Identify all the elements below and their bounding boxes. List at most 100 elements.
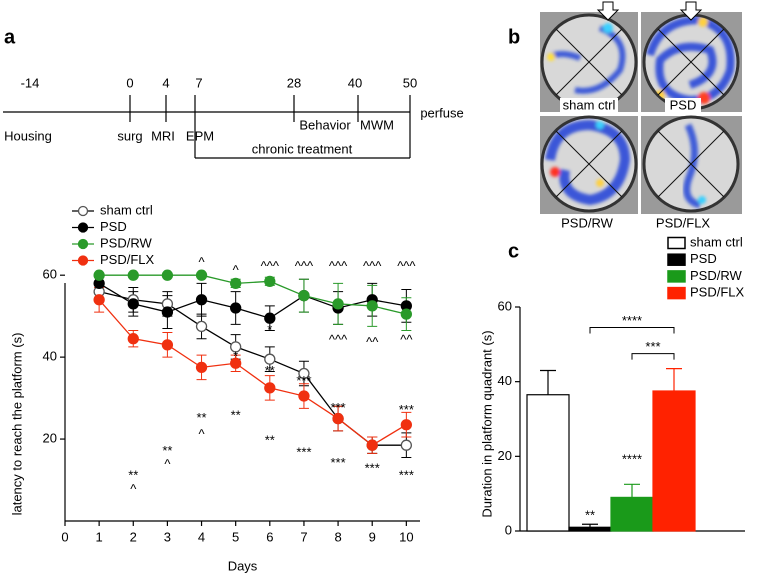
legend-label: PSD/FLX [100, 252, 155, 267]
label-bg [560, 98, 618, 112]
legend-marker [77, 238, 89, 250]
significance-label: ^^ [366, 335, 379, 350]
data-point [366, 439, 378, 451]
panel-label: a [4, 26, 16, 48]
bar [652, 390, 696, 532]
panel-label: b [508, 26, 520, 48]
legend-label: PSD/RW [690, 268, 742, 283]
timeline-event: surg [117, 128, 142, 143]
data-point [230, 302, 242, 314]
platform-arrow [596, 1, 620, 21]
legend-label: PSD/RW [100, 235, 152, 250]
x-tick-label: 3 [164, 529, 171, 544]
error-bar [624, 483, 640, 498]
heat-trace [683, 123, 706, 209]
significance-label: ** [585, 508, 595, 523]
heat-trace [545, 119, 631, 206]
significance-label: ^^^ [261, 258, 280, 273]
timeline: -14 0 4 7 28 40 50 Housing surg MRI EPM … [3, 75, 464, 159]
data-point [230, 357, 242, 369]
timeline-event: MRI [151, 128, 175, 143]
y-tick-label: 0 [505, 522, 512, 537]
significance-label: **** [622, 452, 642, 467]
bar [526, 394, 570, 532]
data-point [93, 269, 105, 281]
x-tick-label: 8 [334, 529, 341, 544]
significance-label: ^ [198, 426, 205, 441]
significance-label: ** [265, 433, 275, 448]
data-point [400, 419, 412, 431]
data-point [195, 269, 208, 281]
series-line [98, 299, 407, 446]
heatmap-label: PSD/FLX [656, 215, 711, 230]
legend-label: PSD [100, 219, 127, 234]
timeline-event: EPM [186, 128, 214, 143]
x-tick-label: 4 [198, 529, 205, 544]
timeline-label: 7 [195, 75, 202, 90]
significance-label: ** [162, 443, 172, 458]
panel-label: c [508, 240, 519, 262]
data-point [230, 277, 242, 290]
x-tick-label: 2 [130, 529, 137, 544]
label-bg [665, 98, 701, 112]
significance-label: *** [296, 373, 311, 388]
data-point [230, 341, 242, 353]
significance-label: *** [645, 339, 660, 354]
data-point [195, 320, 208, 333]
heatmap-label: sham ctrl [563, 97, 616, 112]
significance-label: ** [196, 410, 206, 425]
y-tick-label: 40 [498, 373, 512, 388]
y-tick-label: 20 [43, 431, 57, 446]
x-tick-label: 5 [232, 529, 239, 544]
data-point [264, 312, 276, 324]
significance-label: ^^^ [329, 258, 348, 273]
error-bar [666, 368, 682, 391]
significance-label: ^^^ [363, 258, 382, 273]
x-tick-label: 0 [61, 529, 68, 544]
data-point [400, 308, 412, 320]
timeline-event: MWM [360, 117, 394, 132]
timeline-label: 50 [403, 75, 417, 90]
data-point [93, 294, 105, 306]
timeline-label: -14 [21, 75, 40, 90]
treatment-label: chronic treatment [252, 141, 353, 156]
significance-label: ^^^ [295, 258, 314, 273]
series-line [99, 274, 407, 315]
data-point [127, 333, 139, 345]
y-tick-label: 20 [498, 448, 512, 463]
x-tick-label: 9 [369, 529, 376, 544]
data-point [332, 298, 344, 310]
data-point [195, 294, 208, 306]
significance-label: * [267, 322, 272, 337]
significance-label: ^ [198, 254, 205, 269]
significance-label: ** [128, 467, 138, 482]
timeline-label: 4 [162, 75, 169, 90]
legend-label: sham ctrl [690, 234, 743, 249]
legend-marker [77, 255, 89, 266]
significance-label: *** [365, 460, 380, 475]
series-line [98, 282, 407, 319]
significance-label: ** [231, 408, 241, 423]
data-point [264, 275, 276, 287]
significance-label: *** [330, 400, 345, 415]
data-point [127, 269, 139, 281]
timeline-event: Housing [4, 128, 52, 143]
quadrant-lines [555, 28, 725, 198]
comparison-bracket [631, 353, 675, 360]
legend-marker [77, 205, 89, 217]
significance-label: **** [622, 313, 642, 328]
y-axis-title: Duration in platform quadrant (s) [479, 330, 494, 517]
significance-label: ^^^ [397, 258, 416, 273]
heatmap-label: PSD [670, 97, 697, 112]
significance-label: *** [296, 444, 311, 459]
significance-label: *** [399, 402, 414, 417]
timeline-label: 28 [287, 75, 301, 90]
comparison-bracket [589, 327, 675, 334]
data-point [366, 300, 378, 312]
legend-swatch [667, 253, 686, 266]
x-tick-label: 7 [300, 529, 307, 544]
y-axis-title: latency to reach the platform (s) [9, 333, 24, 516]
timeline-event: Behavior [299, 117, 351, 132]
legend-marker [77, 222, 89, 233]
legend-label: PSD [690, 251, 717, 266]
